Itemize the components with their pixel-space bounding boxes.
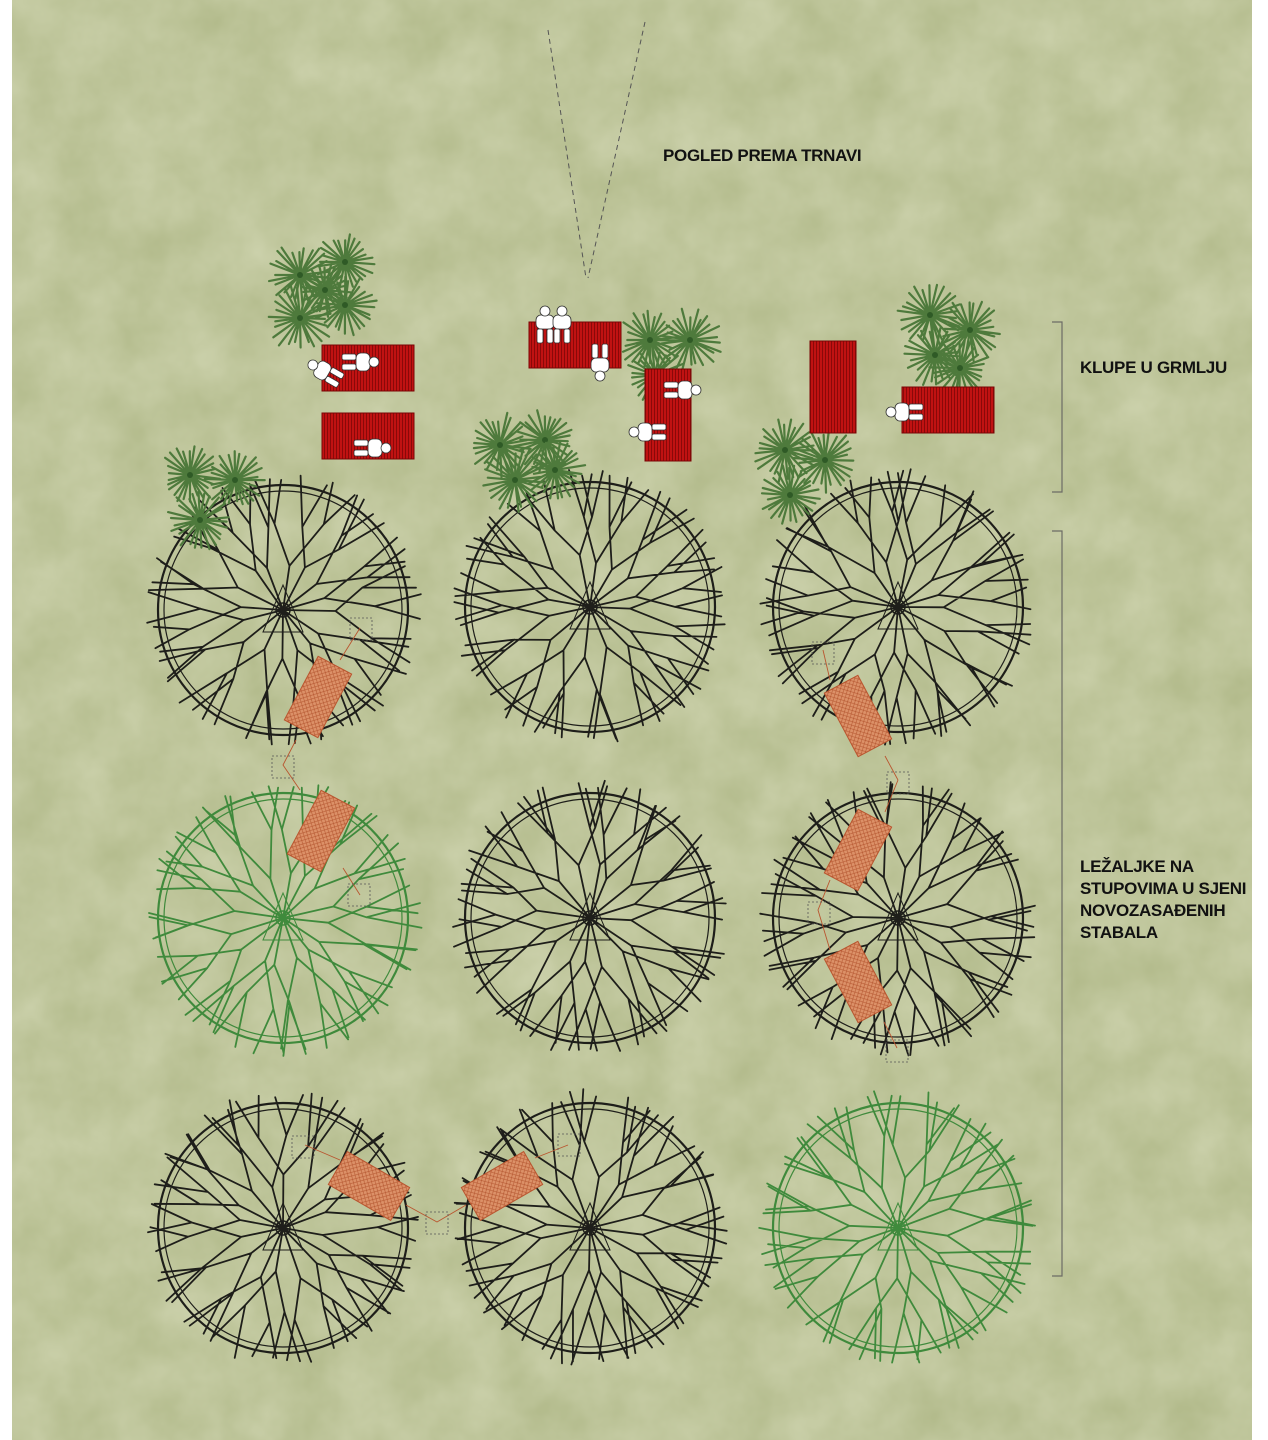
tree-canopy-icon [453, 1088, 728, 1366]
tree-canopy-icon [758, 1090, 1036, 1364]
seated-person-icon [628, 422, 667, 442]
lounger-icon [286, 789, 356, 873]
tree-canopy-icon [453, 469, 726, 743]
seated-person-icon [590, 343, 610, 382]
shrub-icon [267, 283, 332, 349]
tree-canopy-icon [147, 1092, 419, 1363]
seated-person-icon [663, 380, 702, 400]
label-loungers-line: LEŽALJKE NA [1080, 857, 1194, 876]
shrub-icon [659, 307, 722, 371]
shrub-icon [760, 464, 821, 525]
lounger-icon [823, 940, 893, 1024]
shrub-icon [928, 339, 990, 399]
shrub-icon [791, 429, 855, 494]
lounger-icon [283, 655, 353, 739]
seated-person-icon [353, 438, 392, 458]
seated-person-icon [341, 352, 380, 372]
shrubs [164, 233, 1001, 551]
lounger-posts [271, 617, 910, 1235]
bench-icon [809, 340, 857, 434]
lounger-suspension [282, 627, 899, 1223]
bracket-loungers [1052, 530, 1063, 1277]
label-view-direction: POGLED PREMA TRNAVI [663, 146, 862, 165]
shrub-icon [527, 440, 587, 500]
lounger-icon [460, 1150, 544, 1222]
seated-person-icon [552, 305, 572, 344]
label-loungers-line: STUPOVIMA U SJENI [1080, 879, 1247, 898]
label-benches: KLUPE U GRMLJU [1080, 358, 1227, 377]
label-loungers: LEŽALJKE NA STUPOVIMA U SJENI NOVOZASAĐE… [1080, 856, 1246, 944]
seated-person-icon [885, 402, 924, 422]
seated-person-icon [307, 359, 345, 388]
seated-person-icon [535, 305, 555, 344]
shrub-icon [621, 309, 683, 371]
label-loungers-line: STABALA [1080, 923, 1158, 942]
loungers [271, 617, 910, 1235]
ground-texture [12, 0, 1252, 1440]
bracket-benches [1052, 321, 1063, 493]
tree-canopy-icon [452, 779, 727, 1052]
lounger-icon [823, 808, 893, 892]
lounger-icon [823, 674, 893, 758]
label-loungers-line: NOVOZASAĐENIH [1080, 901, 1226, 920]
shrub-icon [301, 263, 352, 318]
shrub-icon [164, 445, 221, 503]
tree-canopy-icon [759, 468, 1032, 746]
shrub-icon [203, 450, 266, 506]
shrub-icon [482, 446, 546, 513]
tree-canopy-icon [146, 474, 422, 746]
shrub-icon [896, 283, 961, 348]
tree-canopies [146, 468, 1036, 1366]
lounger-icon [327, 1150, 411, 1222]
shrub-icon [167, 490, 230, 551]
tree-canopy-icon [148, 784, 423, 1057]
people [307, 305, 924, 458]
view-direction-lines [547, 21, 646, 279]
